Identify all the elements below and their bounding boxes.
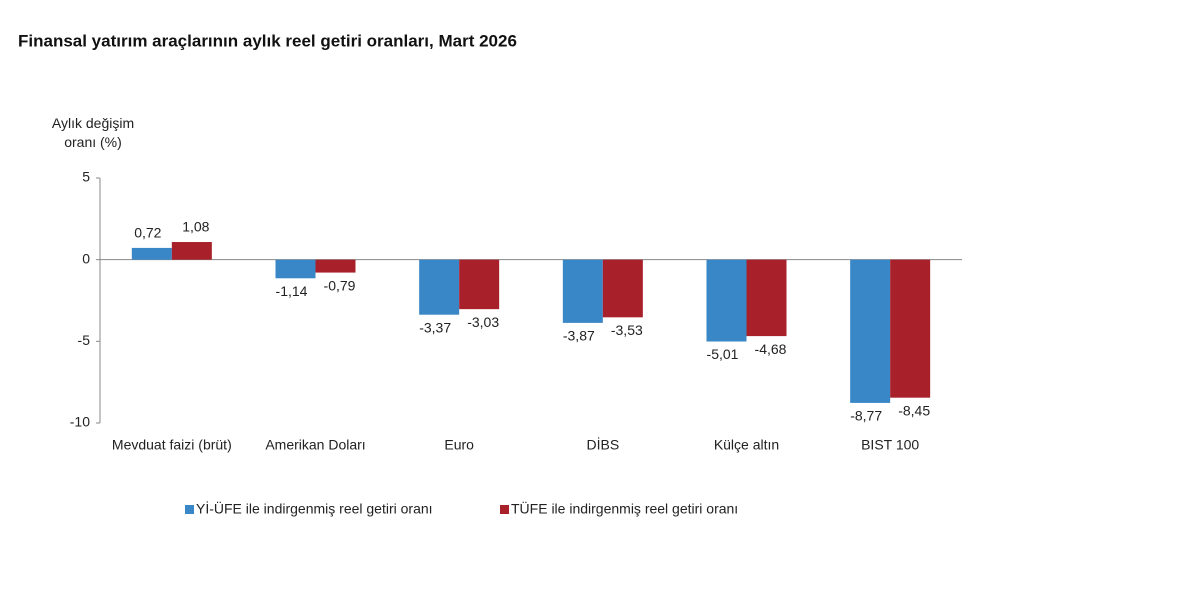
x-tick-label: BIST 100 <box>861 437 919 453</box>
bar <box>459 259 500 310</box>
x-tick-label: Euro <box>444 437 474 453</box>
value-label: -4,68 <box>755 341 787 357</box>
value-label: -8,45 <box>898 402 930 418</box>
legend-swatch <box>500 505 509 514</box>
bar <box>890 259 931 398</box>
bar <box>602 259 643 318</box>
x-tick-label: Mevduat faizi (brüt) <box>112 437 232 453</box>
x-tick-label: DİBS <box>586 436 619 453</box>
value-label: -3,03 <box>467 314 499 330</box>
value-label: 1,08 <box>182 219 209 235</box>
y-tick-label: -10 <box>70 414 90 430</box>
value-label: -5,01 <box>707 346 739 362</box>
bar <box>419 259 460 315</box>
value-label: 0,72 <box>134 225 161 241</box>
bar <box>850 259 891 403</box>
value-label: -3,37 <box>419 319 451 335</box>
legend-swatch <box>185 505 194 514</box>
bar <box>171 242 212 260</box>
y-axis-label: Aylık değişim oranı (%) <box>51 115 135 150</box>
value-label: -0,79 <box>324 277 356 293</box>
value-label: -8,77 <box>850 408 882 424</box>
bar <box>275 259 316 279</box>
bar <box>706 259 747 342</box>
y-tick-label: 5 <box>82 169 90 185</box>
x-tick-label: Amerikan Doları <box>265 437 365 453</box>
legend-label: Yİ-ÜFE ile indirgenmiş reel getiri oranı <box>196 500 433 517</box>
bar <box>562 259 603 323</box>
value-label: -3,87 <box>563 328 595 344</box>
x-tick-label: Külçe altın <box>714 437 779 453</box>
bar <box>746 259 787 337</box>
bar <box>131 247 172 260</box>
chart-title: Finansal yatırım araçlarının aylık reel … <box>18 31 517 50</box>
value-label: -3,53 <box>611 322 643 338</box>
y-tick-label: -5 <box>78 332 91 348</box>
bar <box>315 259 356 273</box>
value-label: -1,14 <box>276 283 308 299</box>
legend-label: TÜFE ile indirgenmiş reel getiri oranı <box>511 500 738 517</box>
y-tick-label: 0 <box>82 250 90 266</box>
